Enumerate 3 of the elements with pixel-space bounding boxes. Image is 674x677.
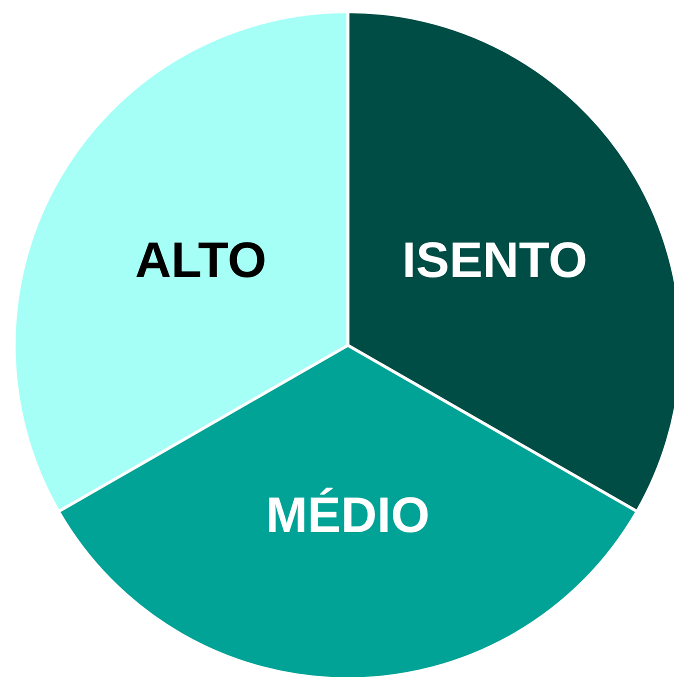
slice-label: ISENTO [402, 232, 588, 288]
slice-label: MÉDIO [266, 487, 430, 544]
slice-label: ALTO [135, 232, 267, 288]
